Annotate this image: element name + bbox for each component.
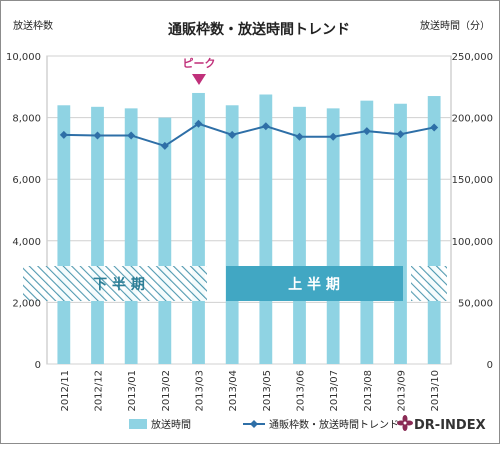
line-point <box>127 131 136 140</box>
right-tick-label: 100,000 <box>452 237 493 248</box>
x-axis-ticks: 2012/11 2012/12 2013/01 2013/02 2013/03 2013/… <box>60 370 441 412</box>
legend-bar-swatch <box>129 419 147 429</box>
left-tick-label: 8,000 <box>12 114 41 125</box>
trailing-band <box>411 266 447 301</box>
right-axis-title: 放送時間（分） <box>420 19 490 32</box>
line-point <box>362 127 371 136</box>
bar <box>326 108 340 364</box>
line-point <box>194 119 203 128</box>
left-axis-ticks: 0 2,000 4,000 6,000 8,000 10,000 <box>6 52 41 371</box>
bar <box>360 100 374 364</box>
left-tick-label: 6,000 <box>12 175 41 186</box>
line-point <box>261 122 270 131</box>
legend: 放送時間 通販枠数・放送時間トレンド <box>129 418 399 431</box>
bar <box>124 108 138 364</box>
right-tick-label: 50,000 <box>458 298 493 309</box>
x-tick-label: 2013/05 <box>262 370 273 412</box>
left-tick-label: 10,000 <box>6 52 41 63</box>
line-point <box>295 132 304 141</box>
peak-triangle-icon <box>192 74 206 85</box>
line-point <box>396 130 405 139</box>
bar <box>293 106 306 364</box>
line-point <box>430 123 439 132</box>
legend-diamond-icon <box>250 420 258 428</box>
lower-half-band <box>23 266 207 301</box>
bar <box>259 94 273 364</box>
bar <box>427 96 441 364</box>
x-tick-label: 2013/02 <box>161 370 172 412</box>
x-tick-label: 2012/12 <box>94 370 105 412</box>
line-point <box>228 130 237 139</box>
x-tick-label: 2012/11 <box>60 370 71 412</box>
left-tick-label: 2,000 <box>12 298 41 309</box>
left-tick-label: 0 <box>35 360 41 371</box>
right-tick-label: 200,000 <box>452 114 493 125</box>
x-tick-label: 2013/03 <box>195 370 206 412</box>
line-point <box>59 130 68 139</box>
dr-index-logo: DR-INDEX <box>397 415 486 433</box>
left-axis-title: 放送枠数 <box>13 19 53 32</box>
chart-title: 通販枠数・放送時間トレンド <box>168 21 350 38</box>
right-tick-label: 150,000 <box>452 175 493 186</box>
x-tick-label: 2013/07 <box>329 370 340 412</box>
x-tick-label: 2013/01 <box>127 370 138 412</box>
upper-half-band <box>226 266 403 301</box>
logo-text: DR-INDEX <box>414 418 486 433</box>
trend-line <box>63 122 435 148</box>
right-tick-label: 250,000 <box>452 52 493 63</box>
x-tick-label: 2013/06 <box>296 370 307 412</box>
x-tick-label: 2013/04 <box>228 370 239 412</box>
left-tick-label: 4,000 <box>12 237 41 248</box>
x-tick-label: 2013/08 <box>363 370 374 412</box>
bar <box>225 105 239 364</box>
line-series <box>59 119 439 150</box>
peak-label: ピーク <box>183 57 216 70</box>
bar <box>394 103 407 365</box>
right-tick-label: 0 <box>487 360 493 371</box>
right-axis-ticks: 0 50,000 100,000 150,000 200,000 250,000 <box>452 52 493 371</box>
legend-bar-label: 放送時間 <box>151 418 191 431</box>
bar <box>158 117 172 364</box>
line-point <box>329 132 338 141</box>
x-tick-label: 2013/10 <box>430 370 441 412</box>
legend-line-label: 通販枠数・放送時間トレンド <box>269 418 399 431</box>
plot-area <box>46 55 452 365</box>
line-point <box>93 131 102 140</box>
line-point <box>160 141 169 150</box>
lower-half-label: 下 半 期 <box>93 276 145 293</box>
flower-icon <box>397 415 413 431</box>
bar <box>91 106 104 364</box>
bar <box>192 92 205 365</box>
bar <box>57 105 71 364</box>
upper-half-label: 上 半 期 <box>288 276 340 293</box>
peak-annotation: ピーク <box>183 57 216 85</box>
period-bands: 下 半 期 上 半 期 <box>23 266 447 301</box>
gridlines <box>47 55 451 365</box>
x-tick-label: 2013/09 <box>397 370 408 412</box>
